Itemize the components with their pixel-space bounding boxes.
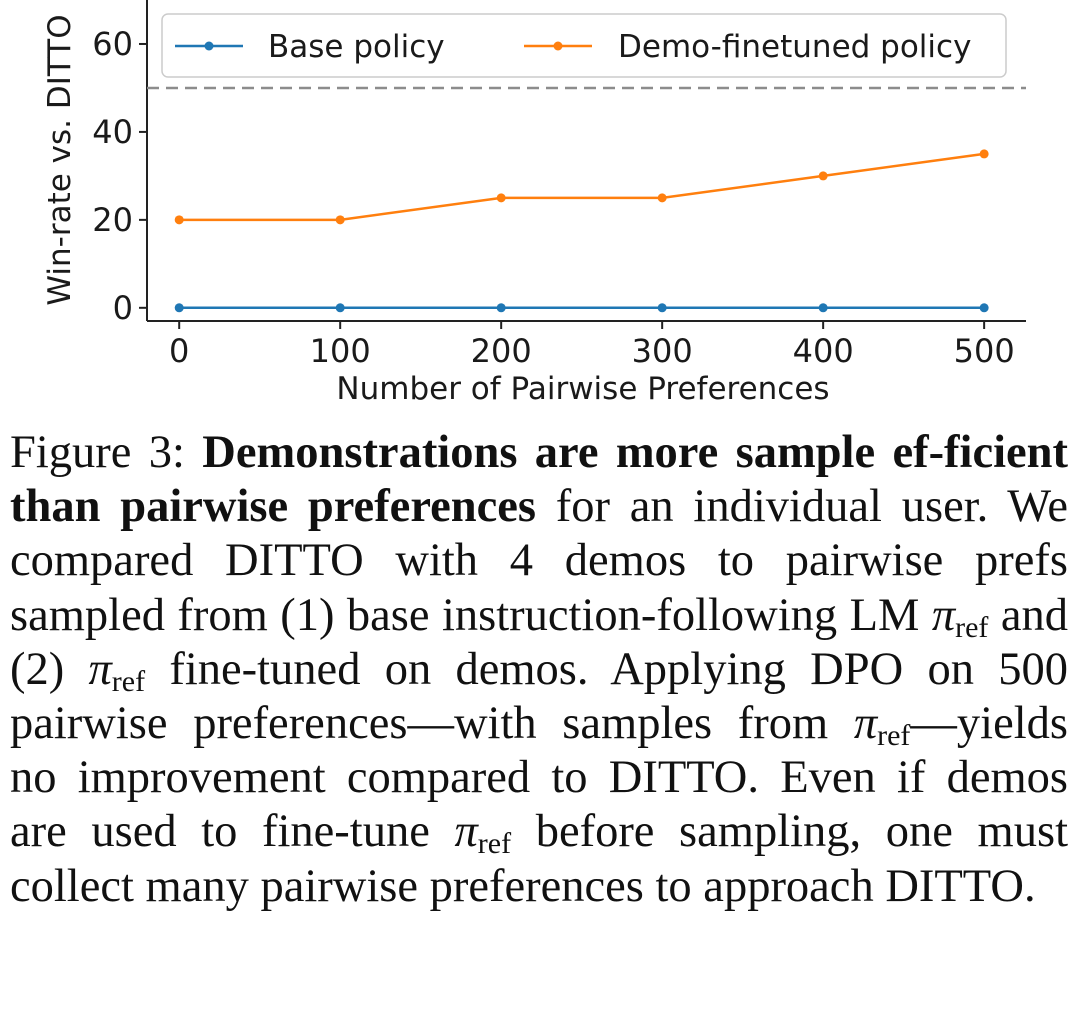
caption-text: and (2) <box>10 589 1069 695</box>
series <box>174 149 989 313</box>
x-tick-label: 300 <box>632 332 693 370</box>
legend-label-demo-finetuned-policy: Demo-finetuned policy <box>618 29 971 65</box>
caption-bold-claim: Demonstrations are more sample ef-­ficie… <box>10 427 1068 533</box>
legend-marker-demo-finetuned-policy <box>553 41 563 51</box>
pi-ref-symbol: πref <box>931 589 989 644</box>
figure-caption: Figure 3: Demonstrations are more sample… <box>10 426 1068 914</box>
data-point-demo-finetuned-policy <box>496 193 506 203</box>
x-tick-label: 0 <box>169 332 189 370</box>
x-axis-label: Number of Pairwise Preferences <box>336 371 829 407</box>
data-point-base-policy <box>818 303 828 313</box>
data-point-demo-finetuned-policy <box>818 171 828 181</box>
x-tick-label: 200 <box>471 332 532 370</box>
data-point-demo-finetuned-policy <box>174 215 184 225</box>
y-axis-label: Win-rate vs. DITTO <box>42 14 78 305</box>
data-point-base-policy <box>496 303 506 313</box>
pi-ref-symbol: πref <box>88 643 146 698</box>
pi-ref-symbol: πref <box>853 698 911 753</box>
series-line-demo-finetuned-policy <box>179 152 985 222</box>
data-point-demo-finetuned-policy <box>335 215 345 225</box>
data-point-demo-finetuned-policy <box>979 149 989 159</box>
caption-text: fine-tuned on demos. Applying DPO on 500… <box>10 643 1068 750</box>
caption-text: before sampling, one must collect many p… <box>10 806 1068 912</box>
data-point-base-policy <box>979 303 989 313</box>
caption-text: —yields no improvement com­pared to DITT… <box>10 698 1068 858</box>
legend-marker-base-policy <box>204 41 214 51</box>
pi-ref-symbol: πref <box>454 806 512 861</box>
line-chart: 0 100 200 300 400 500 0 20 40 60 Number of Pairwi… <box>42 0 1026 407</box>
y-tick-label: 0 <box>113 289 133 327</box>
data-point-base-policy <box>174 303 184 313</box>
caption-prefix: Figure 3: <box>10 427 203 478</box>
caption-text: for an individ­ual user. We compared DIT… <box>10 481 1068 641</box>
x-tick-label: 100 <box>310 332 371 370</box>
y-tick-label: 60 <box>92 25 133 63</box>
y-tick-label: 20 <box>92 201 133 239</box>
ticks: 0 100 200 300 400 500 0 20 40 60 <box>92 25 1014 370</box>
legend-label-base-policy: Base policy <box>268 29 445 65</box>
x-tick-label: 400 <box>793 332 854 370</box>
legend: Base policy Demo-finetuned policy <box>161 13 1007 78</box>
data-point-base-policy <box>335 303 345 313</box>
data-point-demo-finetuned-policy <box>657 193 667 203</box>
data-point-base-policy <box>657 303 667 313</box>
x-tick-label: 500 <box>954 332 1015 370</box>
y-tick-label: 40 <box>92 113 133 151</box>
